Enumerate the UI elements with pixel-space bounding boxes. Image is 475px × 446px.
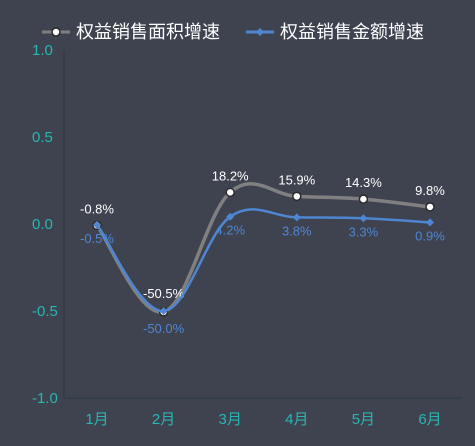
series-amount: -0.5% -50.0% 4.2% 3.8% 3.3% 0.9% <box>80 208 445 336</box>
data-label-amount: -50.0% <box>143 321 185 336</box>
x-tick-label: 4月 <box>285 411 308 428</box>
legend: 权益销售面积增速 权益销售金额增速 <box>42 22 424 42</box>
legend-item-area: 权益销售面积增速 <box>42 22 220 42</box>
x-tick-label: 3月 <box>219 411 242 428</box>
legend-marker-area <box>51 27 61 37</box>
data-point-amount <box>426 218 434 227</box>
data-label-amount: 3.3% <box>349 224 379 239</box>
data-label-area: -0.8% <box>80 201 114 216</box>
y-tick-label: 1.0 <box>32 42 53 59</box>
y-tick-label: -1.0 <box>32 390 58 407</box>
legend-item-amount: 权益销售金额增速 <box>246 22 424 42</box>
y-ticks: 1.0 0.5 0.0 -0.5 -1.0 <box>32 42 58 407</box>
data-label-amount: 4.2% <box>215 223 245 238</box>
x-tick-label: 6月 <box>418 411 441 428</box>
data-point-amount <box>226 212 235 221</box>
data-label-area: 18.2% <box>212 168 249 183</box>
y-tick-label: -0.5 <box>32 303 58 320</box>
data-label-area: 15.9% <box>278 172 315 187</box>
data-label-amount: 3.8% <box>282 223 312 238</box>
x-tick-label: 2月 <box>152 411 175 428</box>
data-label-area: 9.8% <box>415 183 445 198</box>
data-label-area: -50.5% <box>143 286 185 301</box>
data-point-amount <box>359 214 368 223</box>
y-tick-label: 0.0 <box>32 216 53 233</box>
legend-marker-amount <box>256 28 264 36</box>
data-point-area <box>358 194 369 204</box>
data-point-area <box>292 191 302 202</box>
data-point-amount <box>292 213 301 222</box>
series-area: -0.8% -50.5% 18.2% 15.9% 14.3% 9.8% <box>80 168 445 317</box>
data-point-area <box>425 202 435 212</box>
data-point-area <box>225 187 235 198</box>
legend-label-area: 权益销售面积增速 <box>76 22 220 42</box>
data-label-area: 14.3% <box>345 175 382 190</box>
data-point-amount <box>159 307 168 315</box>
data-label-amount: -0.5% <box>80 231 114 246</box>
data-label-amount: 0.9% <box>415 228 445 243</box>
x-ticks: 1月 2月 3月 4月 5月 6月 <box>85 411 441 428</box>
legend-label-amount: 权益销售金额增速 <box>280 22 424 42</box>
x-tick-label: 5月 <box>352 411 375 428</box>
y-tick-label: 0.5 <box>32 129 53 146</box>
data-point-amount <box>93 220 101 229</box>
x-tick-label: 1月 <box>85 411 108 428</box>
